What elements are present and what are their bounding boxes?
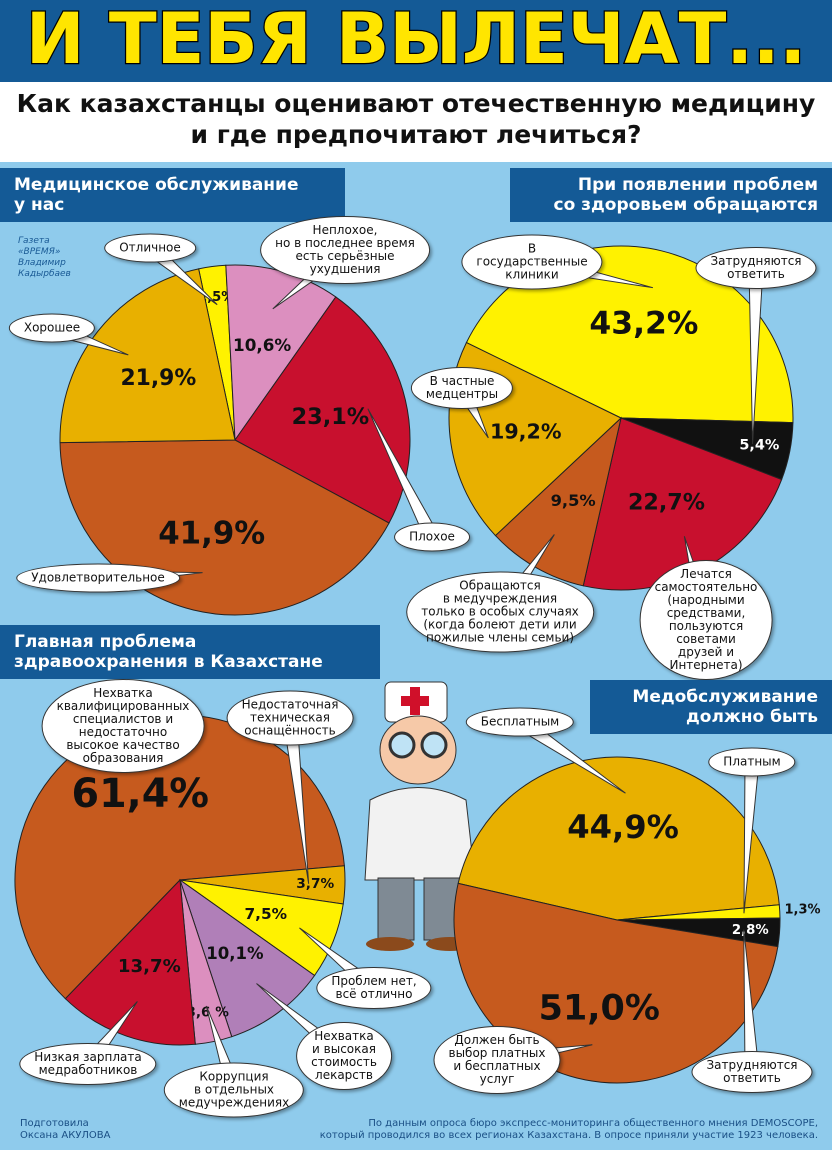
category-bubble: Бесплатным [465, 707, 575, 737]
pie-slice [465, 245, 794, 424]
category-bubble: Платным [708, 747, 796, 777]
section-title: Медицинское обслуживание у нас [0, 168, 345, 222]
footer-author: Подготовила Оксана АКУЛОВА [20, 1118, 111, 1141]
value-label: 21,9% [120, 366, 196, 391]
callout-tails [495, 715, 760, 1073]
value-label: 13,7% [118, 956, 181, 977]
section-title: Медобслуживание должно быть [590, 680, 832, 734]
pie-slice [457, 756, 780, 921]
doctor-illustration [364, 681, 476, 951]
category-bubble: Низкая зарплата медработников [19, 1043, 157, 1085]
value-label: 1,3% [785, 903, 821, 918]
section-title: При появлении проблем со здоровьем обращ… [510, 168, 832, 222]
value-label: 61,4% [72, 771, 209, 817]
category-bubble: Недостаточная техническая оснащённость [226, 690, 354, 746]
category-bubble: Коррупция в отдельных медучреждениях [163, 1062, 305, 1118]
category-bubble: Затрудняются ответить [695, 247, 817, 289]
category-bubble: Лечатся самостоятельно (народными средст… [639, 560, 773, 680]
value-label: 10,6% [233, 335, 291, 355]
value-label: 5,4% [739, 437, 779, 453]
pie-slice [179, 878, 316, 1038]
category-bubble: В государственные клиники [461, 234, 603, 290]
value-label: 2,8% [732, 923, 769, 938]
pie: 43,2% 5,4% 22,7% 9,5% 19,2% [448, 245, 794, 591]
value-label: 3,7% [296, 876, 334, 892]
pie: 61,4%3,7%7,5%10,1%3,6 %13,7% [14, 714, 346, 1046]
category-bubble: Нехватка и высокая стоимость лекарств [296, 1022, 392, 1090]
section-title: Главная проблема здравоохранения в Казах… [0, 625, 380, 679]
category-bubble: Отличное [104, 233, 196, 263]
pie: 2,5% 10,6% 23,1% 41,9% 21,9% [59, 264, 411, 616]
pie-slice [64, 878, 196, 1046]
subtitle-band [0, 82, 832, 162]
value-label: 10,1% [206, 944, 264, 963]
value-label: 23,1% [292, 404, 370, 430]
category-bubble: Проблем нет, всё отлично [316, 967, 432, 1009]
category-bubble: Неплохое, но в последнее время есть серь… [260, 216, 430, 284]
category-bubble: Нехватка квалифицированных специалистов … [41, 679, 205, 773]
subtitle: Как казахстанцы оценивают отечественную … [16, 89, 816, 149]
category-bubble: Затрудняются ответить [691, 1051, 813, 1093]
pie-slice [234, 296, 411, 524]
value-label: 2,5% [198, 290, 234, 305]
pie-slice [59, 268, 236, 444]
value-label: 22,7% [628, 489, 705, 515]
pie-slice [494, 416, 622, 587]
value-label: 41,9% [158, 516, 265, 552]
value-label: 19,2% [490, 419, 562, 443]
value-label: 7,5% [244, 905, 287, 923]
credit: Газета «ВРЕМЯ» Владимир Кадырбаев [18, 236, 71, 279]
category-bubble: Хорошее [8, 313, 96, 343]
value-label: 43,2% [589, 305, 698, 341]
main-title: И ТЕБЯ ВЫЛЕЧАТ... [26, 0, 806, 80]
value-label: 51,0% [539, 989, 660, 1029]
category-bubble: Обращаются в медучреждения только в особ… [406, 571, 594, 653]
category-bubble: Должен быть выбор платных и бесплатных у… [433, 1026, 561, 1094]
value-label: 44,9% [567, 808, 679, 846]
category-bubble: Удовлетворительное [16, 563, 180, 593]
footer-source: По данным опроса бюро экспресс-мониторин… [319, 1118, 818, 1141]
category-bubble: В частные медцентры [410, 367, 514, 409]
header-band [0, 0, 832, 82]
value-label: 9,5% [551, 491, 596, 510]
category-bubble: Плохое [394, 522, 470, 552]
